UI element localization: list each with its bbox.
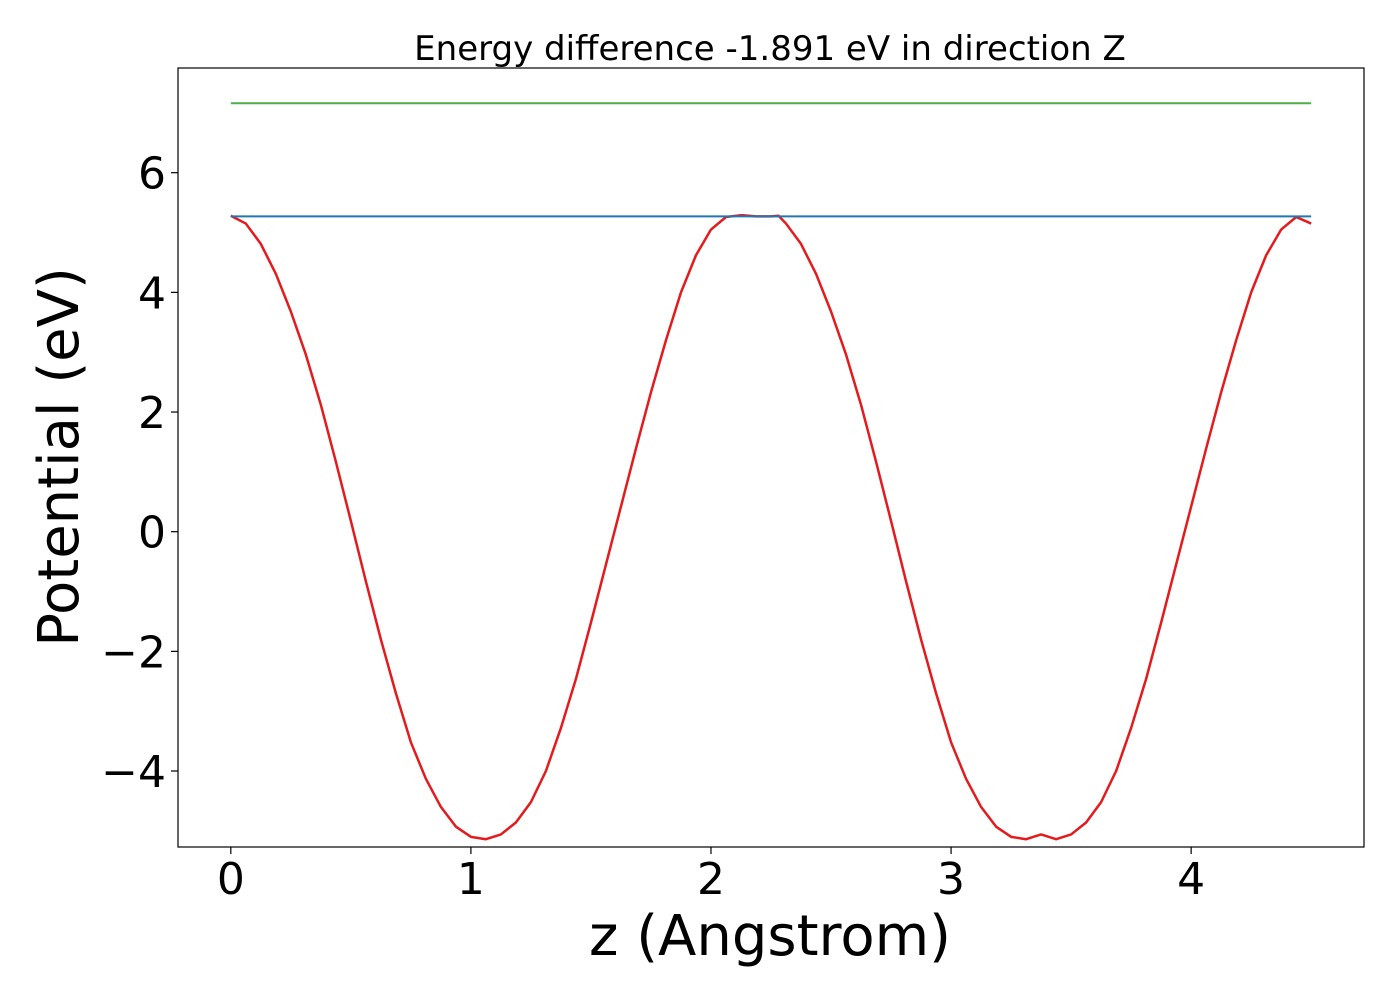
x-axis-title: z (Angstrom) <box>589 904 951 969</box>
plot-frame <box>177 67 1365 848</box>
x-tick-label: 2 <box>697 854 725 905</box>
y-tick-label: 0 <box>138 508 166 559</box>
x-tick-label: 3 <box>937 854 965 905</box>
y-tick-label: −2 <box>101 627 166 678</box>
y-axis: −4 −2 0 2 4 6 <box>101 149 178 798</box>
chart-title: Energy difference -1.891 eV in direction… <box>414 29 1126 69</box>
x-tick-label: 1 <box>457 854 485 905</box>
y-tick-label: 4 <box>138 268 166 319</box>
series-layer <box>230 102 1312 841</box>
x-axis: 0 1 2 3 4 <box>217 847 1205 905</box>
x-tick-label: 4 <box>1177 854 1205 905</box>
y-tick-label: −4 <box>101 747 166 798</box>
y-axis-title: Potential (eV) <box>27 267 92 647</box>
y-tick-label: 2 <box>138 388 166 439</box>
y-tick-label: 6 <box>138 149 166 200</box>
x-tick-label: 0 <box>217 854 245 905</box>
